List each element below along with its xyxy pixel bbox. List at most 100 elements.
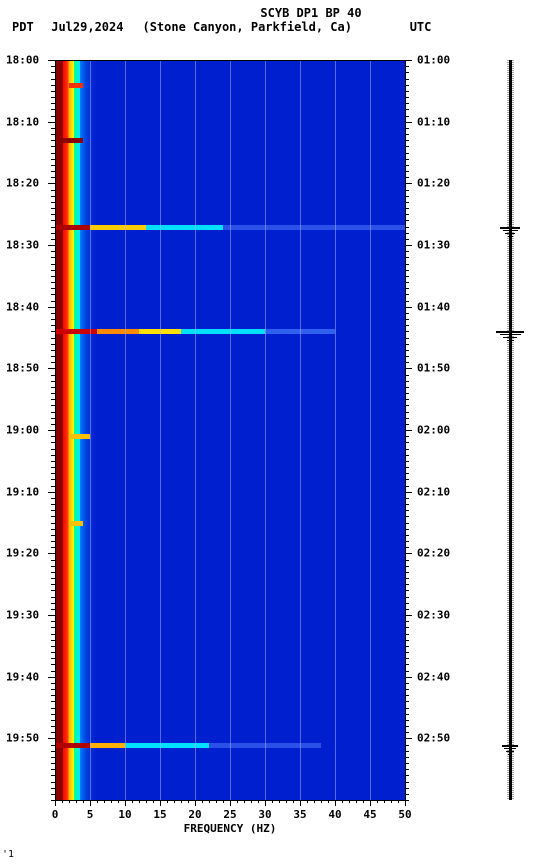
y-tick [51, 134, 55, 135]
y-tick [51, 424, 55, 425]
y-tick [405, 424, 409, 425]
x-tick-minor [83, 800, 84, 803]
y-tick [405, 553, 412, 554]
y-tick-label: 01:30 [417, 239, 450, 252]
y-tick [51, 381, 55, 382]
x-tick-minor [279, 800, 280, 803]
x-tick-minor [209, 800, 210, 803]
x-tick-label: 25 [223, 808, 236, 821]
y-tick [51, 196, 55, 197]
y-tick [405, 603, 409, 604]
y-tick [405, 109, 409, 110]
y-tick [51, 325, 55, 326]
y-tick [51, 140, 55, 141]
y-tick [405, 288, 409, 289]
y-tick-label: 19:00 [6, 424, 39, 437]
y-tick [51, 745, 55, 746]
y-tick-label: 19:10 [6, 485, 39, 498]
y-tick [51, 541, 55, 542]
y-tick [51, 79, 55, 80]
y-tick [405, 282, 409, 283]
x-tick-minor [244, 800, 245, 803]
y-tick [51, 523, 55, 524]
y-tick-label: 01:50 [417, 362, 450, 375]
y-tick [405, 344, 409, 345]
y-tick [51, 720, 55, 721]
y-tick [51, 664, 55, 665]
y-tick [405, 794, 409, 795]
y-tick [51, 800, 55, 801]
header-date: Jul29,2024 [51, 20, 135, 34]
y-tick [405, 627, 409, 628]
x-tick-minor [188, 800, 189, 803]
y-tick [405, 726, 409, 727]
seismo-event [500, 227, 520, 229]
x-tick-minor [272, 800, 273, 803]
station-title: SCYB DP1 BP 40 [0, 6, 552, 20]
y-tick [405, 504, 409, 505]
y-tick-label: 01:10 [417, 115, 450, 128]
y-tick [405, 479, 409, 480]
y-tick [405, 418, 409, 419]
x-tick-minor [328, 800, 329, 803]
y-tick [51, 344, 55, 345]
y-tick [48, 738, 55, 739]
y-tick [405, 60, 412, 61]
x-tick [125, 800, 126, 806]
y-tick [51, 103, 55, 104]
y-tick [405, 214, 409, 215]
x-tick [55, 800, 56, 806]
y-tick [51, 214, 55, 215]
y-tick [51, 566, 55, 567]
x-tick [90, 800, 91, 806]
y-tick [405, 387, 409, 388]
y-tick-label: 18:20 [6, 177, 39, 190]
y-tick [51, 597, 55, 598]
gridline [230, 60, 231, 800]
y-tick [405, 671, 409, 672]
y-tick [51, 473, 55, 474]
y-tick [48, 245, 55, 246]
y-tick [405, 720, 409, 721]
y-tick [405, 615, 412, 616]
y-tick [405, 695, 409, 696]
y-tick [51, 634, 55, 635]
y-tick-label: 19:30 [6, 609, 39, 622]
y-tick [405, 264, 409, 265]
y-tick [405, 683, 409, 684]
chart-header: SCYB DP1 BP 40 PDT Jul29,2024 (Stone Can… [0, 6, 552, 34]
y-tick-label: 19:50 [6, 732, 39, 745]
x-tick-label: 40 [328, 808, 341, 821]
y-tick [51, 683, 55, 684]
y-tick [51, 208, 55, 209]
x-tick-minor [384, 800, 385, 803]
y-tick [405, 399, 409, 400]
y-tick [405, 529, 409, 530]
y-tick [51, 282, 55, 283]
spectrogram-plot [55, 60, 405, 800]
y-tick [405, 782, 409, 783]
y-tick [51, 455, 55, 456]
y-tick [405, 165, 409, 166]
y-tick [51, 486, 55, 487]
y-tick [48, 615, 55, 616]
y-tick [405, 122, 412, 123]
y-tick [51, 535, 55, 536]
y-tick [405, 738, 412, 739]
seismo-event-decay [507, 340, 514, 341]
y-tick [51, 436, 55, 437]
y-tick [405, 677, 412, 678]
x-tick-label: 15 [153, 808, 166, 821]
y-tick [51, 153, 55, 154]
x-tick-minor [258, 800, 259, 803]
low-freq-hotband [55, 60, 95, 800]
y-tick [51, 399, 55, 400]
x-tick-label: 0 [52, 808, 59, 821]
y-tick [51, 288, 55, 289]
y-tick [51, 171, 55, 172]
y-tick [51, 72, 55, 73]
x-tick-minor [321, 800, 322, 803]
y-tick [51, 516, 55, 517]
y-tick [51, 387, 55, 388]
y-tick [51, 609, 55, 610]
